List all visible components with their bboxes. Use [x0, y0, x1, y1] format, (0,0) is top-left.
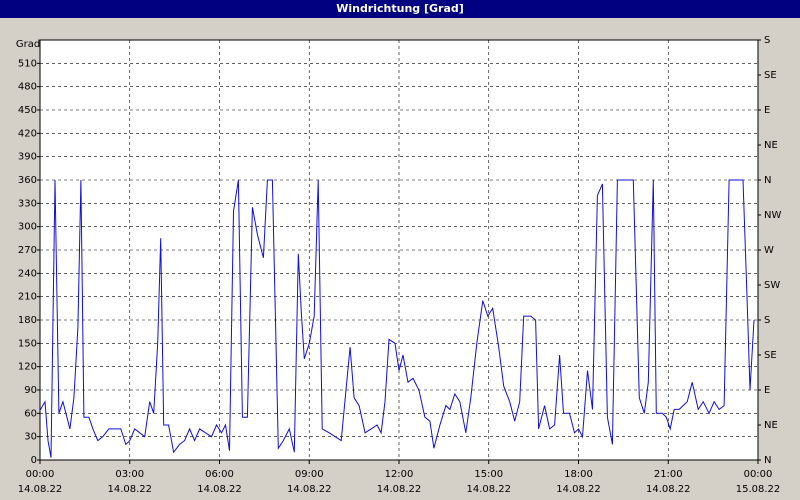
x-tick-date: 15.08.22	[736, 484, 781, 495]
y2-tick-label: SW	[764, 280, 780, 291]
y2-tick-label: N	[764, 455, 771, 466]
y2-tick-label: NE	[764, 420, 778, 431]
y-tick-label: 210	[18, 292, 37, 303]
x-tick-date: 14.08.22	[18, 484, 63, 495]
y2-tick-label: E	[764, 385, 770, 396]
x-tick-date: 14.08.22	[646, 484, 691, 495]
y2-tick-label: NE	[764, 140, 778, 151]
y-tick-label: 450	[18, 105, 37, 116]
y-tick-label: 510	[18, 58, 37, 69]
y-tick-label: 30	[24, 432, 37, 443]
y-tick-label: 360	[18, 175, 37, 186]
chart-title: Windrichtung [Grad]	[336, 2, 464, 15]
x-tick-date: 14.08.22	[466, 484, 511, 495]
x-tick-date: 14.08.22	[287, 484, 332, 495]
y2-tick-label: S	[764, 315, 770, 326]
y2-tick-label: NW	[764, 210, 781, 221]
y-tick-label: 0	[31, 455, 37, 466]
y-tick-label: 120	[18, 362, 37, 373]
y2-tick-label: S	[764, 35, 770, 46]
x-tick-label: 21:00	[654, 469, 683, 480]
y-tick-label: 90	[24, 385, 37, 396]
x-tick-date: 14.08.22	[377, 484, 422, 495]
y-tick-label: 270	[18, 245, 37, 256]
y-tick-label: 240	[18, 268, 37, 279]
y2-tick-label: SE	[764, 350, 777, 361]
y2-tick-label: SE	[764, 70, 777, 81]
x-tick-label: 18:00	[564, 469, 593, 480]
x-tick-label: 09:00	[295, 469, 324, 480]
x-tick-date: 14.08.22	[197, 484, 242, 495]
x-tick-label: 15:00	[474, 469, 503, 480]
data-line	[39, 179, 755, 458]
y-tick-label: 420	[18, 128, 37, 139]
y2-tick-label: W	[764, 245, 774, 256]
title-bar	[0, 0, 800, 18]
x-tick-date: 14.08.22	[107, 484, 152, 495]
x-tick-label: 03:00	[115, 469, 144, 480]
y-tick-label: 330	[18, 198, 37, 209]
x-tick-label: 06:00	[205, 469, 234, 480]
x-tick-label: 12:00	[385, 469, 414, 480]
y-tick-label: 390	[18, 152, 37, 163]
x-tick-label: 00:00	[744, 469, 773, 480]
x-tick-date: 14.08.22	[556, 484, 601, 495]
y-tick-label: 300	[18, 222, 37, 233]
y-tick-label: 480	[18, 82, 37, 93]
y-tick-label: 150	[18, 338, 37, 349]
y-tick-label: 60	[24, 408, 37, 419]
x-tick-label: 00:00	[26, 469, 55, 480]
y-axis-label: Grad	[16, 39, 40, 50]
y2-tick-label: E	[764, 105, 770, 116]
y-tick-label: 180	[18, 315, 37, 326]
y2-tick-label: N	[764, 175, 771, 186]
